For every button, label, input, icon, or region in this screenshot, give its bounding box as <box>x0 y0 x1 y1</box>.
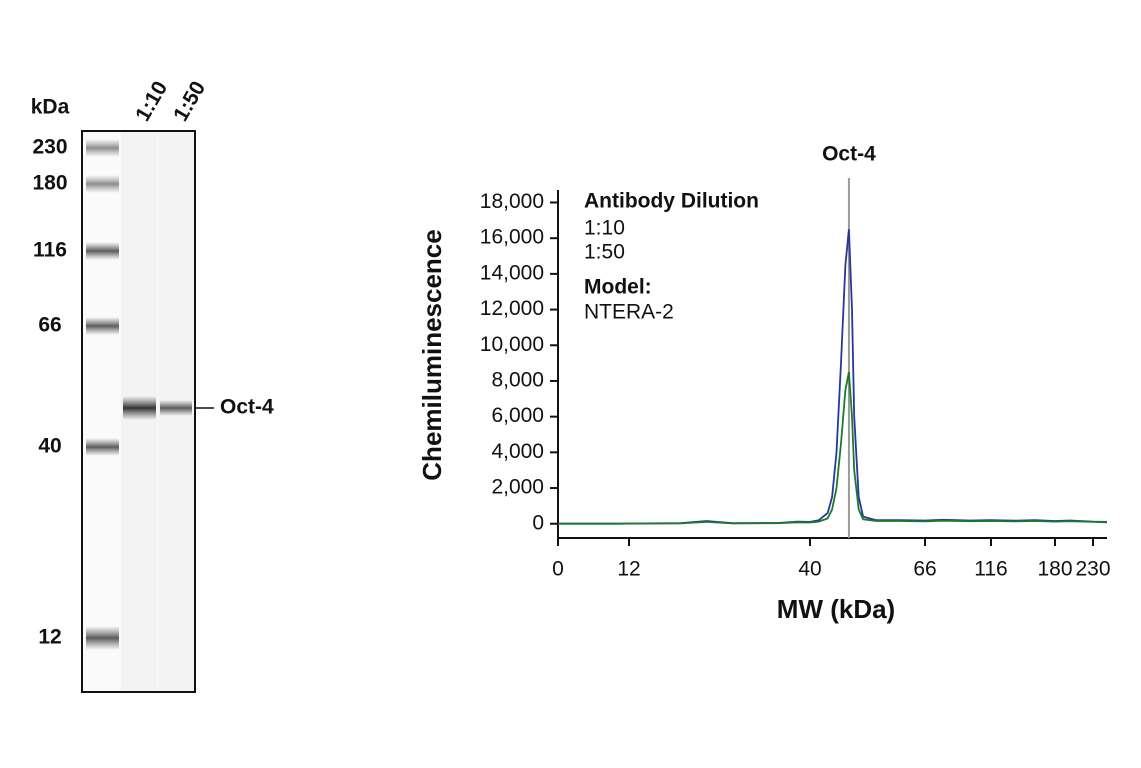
marker-label: 12 <box>38 626 61 649</box>
ladder-band <box>86 626 119 650</box>
marker-label: 180 <box>32 172 67 195</box>
x-axis-label: MW (kDa) <box>777 594 895 624</box>
blot: kDa 1:10 1:50 Oct-4 230 180 116 66 40 12 <box>31 77 274 693</box>
x-tick-label: 40 <box>798 558 821 581</box>
lane-label: 1:10 <box>131 77 172 125</box>
x-tick-label: 180 <box>1037 558 1072 581</box>
ladder-band <box>86 317 119 335</box>
series-line <box>558 229 1108 525</box>
ladder-band <box>86 139 119 157</box>
x-tick-label: 66 <box>913 558 936 581</box>
y-tick-label: 6,000 <box>491 404 544 427</box>
y-tick-label: 16,000 <box>480 226 544 249</box>
x-tick-label: 0 <box>552 558 564 581</box>
band-label: Oct-4 <box>220 396 274 419</box>
lane-label: 1:50 <box>169 77 210 125</box>
ladder-band <box>86 242 119 260</box>
model-label: Model: <box>584 276 652 299</box>
y-tick-label: 12,000 <box>480 297 544 320</box>
y-tick-label: 2,000 <box>491 476 544 499</box>
marker-label: 230 <box>32 136 67 159</box>
band <box>123 396 156 420</box>
y-tick-label: 0 <box>532 511 544 534</box>
y-axis-label: Chemiluminescence <box>417 229 447 480</box>
y-tick-label: 8,000 <box>491 369 544 392</box>
marker-label: 40 <box>38 435 61 458</box>
annotation-label: Oct-4 <box>822 143 876 166</box>
y-tick-label: 10,000 <box>480 333 544 356</box>
marker-label: 66 <box>38 314 61 337</box>
chart: 0 2,000 4,000 6,000 8,000 10,000 12,000 14,000 1… <box>417 143 1111 624</box>
band <box>160 400 192 416</box>
ladder-band <box>86 175 119 193</box>
x-tick-label: 12 <box>617 558 640 581</box>
legend-entry: 1:10 <box>584 217 625 240</box>
y-tick-label: 14,000 <box>480 261 544 284</box>
legend-entry: 1:50 <box>584 241 625 264</box>
y-tick-label: 18,000 <box>480 190 544 213</box>
model: NTERA-2 <box>584 301 674 324</box>
unit-label: kDa <box>31 96 70 119</box>
legend-title: Antibody Dilution <box>584 190 759 213</box>
marker-label: 116 <box>33 239 67 262</box>
series-line <box>558 371 1108 525</box>
y-tick-label: 4,000 <box>491 440 544 463</box>
x-tick-label: 116 <box>974 558 1007 581</box>
x-tick-label: 230 <box>1075 558 1110 581</box>
ladder-band <box>86 438 119 456</box>
